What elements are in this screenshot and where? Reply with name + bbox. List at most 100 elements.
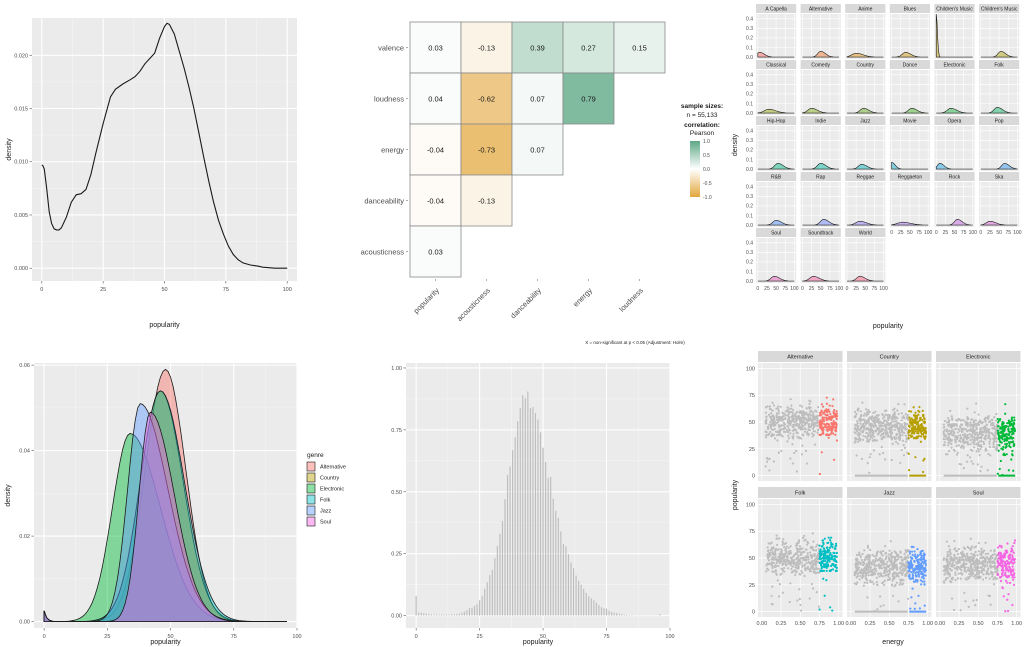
heatmap-cell bbox=[460, 174, 513, 227]
scatter-point bbox=[902, 454, 906, 457]
scatter-point bbox=[771, 401, 774, 404]
cell-value-label: 0.03 bbox=[428, 248, 443, 257]
scatter-point bbox=[955, 444, 958, 447]
scatter-point bbox=[817, 567, 821, 570]
scatter-point bbox=[984, 416, 987, 419]
scatter-point bbox=[954, 571, 957, 574]
scatter-point bbox=[771, 548, 774, 551]
histogram-bar bbox=[415, 595, 417, 616]
scatter-point bbox=[775, 412, 779, 415]
heatmap-cell bbox=[511, 72, 564, 125]
scatter-point-highlighted bbox=[918, 405, 921, 409]
scatter-point bbox=[781, 591, 784, 594]
scatter-point bbox=[979, 448, 982, 451]
facet-strip-label: Reggaeton bbox=[898, 175, 923, 181]
x-tick-label: 75 bbox=[603, 634, 609, 640]
scatter-point-highlighted bbox=[1001, 425, 1004, 428]
scatter-point-highlighted bbox=[821, 544, 824, 548]
scatter-point bbox=[947, 567, 951, 570]
scatter-point bbox=[797, 563, 800, 566]
scatter-point bbox=[789, 410, 792, 414]
scatter-point bbox=[958, 425, 962, 428]
scatter-point bbox=[892, 408, 895, 412]
scatter-point-highlighted bbox=[924, 427, 927, 430]
scatter-point bbox=[868, 424, 871, 427]
scatter-point bbox=[904, 567, 907, 570]
scatter-point bbox=[775, 418, 779, 422]
scatter-point bbox=[988, 428, 991, 431]
scatter-point-highlighted bbox=[1012, 469, 1015, 472]
scatter-point bbox=[805, 407, 808, 410]
scatter-point-highlighted bbox=[825, 396, 828, 399]
scatter-point bbox=[816, 417, 819, 420]
scatter-point bbox=[869, 573, 872, 576]
scatter-point bbox=[853, 428, 857, 431]
scatter-point bbox=[803, 423, 806, 427]
scatter-point bbox=[799, 553, 802, 557]
scatter-point bbox=[903, 417, 906, 420]
scatter-point bbox=[880, 567, 884, 570]
scatter-point bbox=[771, 565, 774, 568]
scatter-point bbox=[866, 435, 869, 438]
scatter-point-highlighted bbox=[913, 607, 916, 610]
scatter-point-highlighted bbox=[1000, 545, 1003, 548]
scatter-point bbox=[976, 463, 979, 466]
scatter-point bbox=[903, 446, 907, 449]
scatter-point bbox=[799, 557, 802, 560]
scatter-point bbox=[880, 425, 883, 428]
scatter-point bbox=[870, 429, 873, 433]
scatter-point-highlighted bbox=[1011, 449, 1014, 453]
scatter-point bbox=[883, 544, 887, 548]
scatter-point bbox=[871, 424, 874, 427]
scatter-point-highlighted bbox=[1001, 566, 1004, 569]
scatter-point bbox=[953, 554, 956, 557]
scatter-point bbox=[814, 557, 818, 560]
scatter-point bbox=[807, 424, 811, 427]
scatter-point bbox=[807, 558, 810, 561]
scatter-point bbox=[855, 569, 859, 572]
facet-y-tick-label: 0.0 bbox=[746, 111, 753, 117]
scatter-point-highlighted bbox=[819, 414, 822, 417]
facet-density-area bbox=[847, 108, 884, 114]
scatter-point bbox=[989, 603, 992, 606]
facet-y-tick-label: 0.0 bbox=[746, 167, 753, 173]
scatter-point-highlighted bbox=[907, 431, 910, 434]
scatter-point bbox=[811, 532, 814, 535]
scatter-point-highlighted bbox=[1004, 562, 1007, 565]
scatter-point bbox=[897, 412, 900, 416]
scatter-point bbox=[789, 432, 792, 435]
scatter-point bbox=[970, 418, 973, 421]
scatter-point bbox=[969, 537, 972, 540]
histogram-bar bbox=[448, 614, 450, 616]
scatter-point-highlighted bbox=[829, 551, 832, 555]
histogram-bar bbox=[585, 592, 587, 616]
scatter-point bbox=[993, 553, 996, 556]
scatter-point bbox=[808, 417, 811, 420]
scatter-point bbox=[887, 565, 890, 568]
colorbar-tick-label: 0.5 bbox=[703, 153, 710, 159]
scatter-point bbox=[800, 437, 803, 440]
cell-value-label: 0.03 bbox=[428, 44, 443, 53]
scatter-point bbox=[764, 436, 768, 439]
histogram-bar bbox=[600, 607, 603, 616]
facet-strip-label: Country bbox=[880, 355, 900, 361]
histogram-bar bbox=[514, 437, 516, 616]
scatter-point bbox=[901, 416, 904, 419]
scatter-point bbox=[984, 447, 987, 450]
facet-y-tick-label: 0.4 bbox=[746, 241, 753, 247]
facet-x-tick-label: 0 bbox=[756, 286, 759, 292]
scatter-point-highlighted bbox=[915, 436, 918, 439]
scatter-point bbox=[979, 427, 982, 431]
scatter-point bbox=[782, 567, 786, 570]
scatter-point-highlighted bbox=[829, 412, 832, 416]
histogram-bar bbox=[509, 466, 511, 616]
scatter-point bbox=[887, 434, 890, 437]
scatter-point bbox=[867, 421, 870, 424]
scatter-point bbox=[765, 415, 768, 418]
facet-x-tick-label: 75 bbox=[961, 230, 967, 236]
scatter-point bbox=[992, 445, 995, 449]
scatter-point bbox=[767, 554, 770, 557]
scatter-point bbox=[961, 553, 964, 556]
scatter-point bbox=[770, 594, 773, 598]
